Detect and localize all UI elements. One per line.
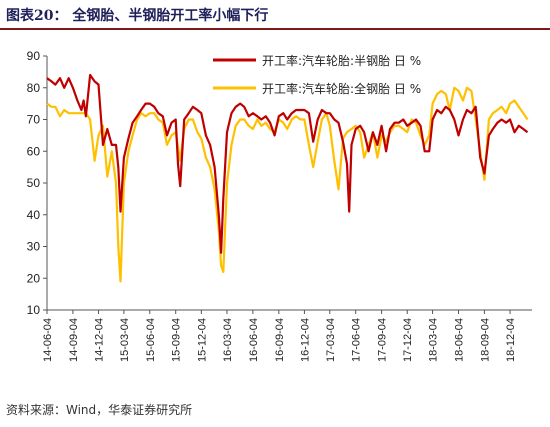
x-tick-label: 17-12-04 (402, 318, 414, 362)
y-tick-label: 20 (27, 271, 41, 285)
y-tick-label: 80 (27, 81, 41, 95)
y-tick-label: 50 (27, 176, 41, 190)
y-tick-label: 10 (27, 303, 41, 317)
y-tick-label: 90 (27, 49, 41, 63)
y-tick-label: 70 (27, 113, 41, 127)
series-line-2 (46, 86, 529, 283)
y-tick-label: 40 (27, 208, 41, 222)
x-tick-label: 16-06-04 (248, 318, 260, 362)
legend-label-2: 开工率:汽车轮胎:全钢胎 日 % (262, 81, 421, 96)
x-tick-label: 15-12-04 (196, 318, 208, 362)
y-tick-label: 30 (27, 240, 41, 254)
x-tick-label: 17-09-04 (377, 318, 389, 362)
x-tick-label: 14-06-04 (42, 318, 54, 362)
x-tick-label: 18-12-04 (505, 318, 517, 362)
line-chart: 10 20 30 40 50 60 70 80 90 14-06-04 14-09-04 14-12-… (27, 49, 532, 362)
x-tick-label: 18-03-04 (428, 318, 440, 362)
x-tick-label: 18-09-04 (479, 318, 491, 362)
x-tick-label: 15-09-04 (171, 318, 183, 362)
figure-source: 资料来源：Wind，华泰证券研究所 (6, 403, 193, 417)
legend-label-1: 开工率:汽车轮胎:半钢胎 日 % (262, 53, 421, 68)
x-tick-label: 16-03-04 (222, 318, 234, 362)
x-tick-label: 16-09-04 (274, 318, 286, 362)
x-tick-label: 15-06-04 (145, 318, 157, 362)
chart-legend: 开工率:汽车轮胎:半钢胎 日 % 开工率:汽车轮胎:全钢胎 日 % (213, 53, 421, 96)
x-tick-label: 16-12-04 (299, 318, 311, 362)
series-layer (46, 73, 529, 283)
x-tick-label: 14-12-04 (94, 318, 106, 362)
chart-axes: 10 20 30 40 50 60 70 80 90 14-06-04 14-09-04 14-12-… (27, 49, 532, 362)
x-tick-label: 18-06-04 (453, 318, 465, 362)
title-divider (0, 28, 550, 30)
x-tick-label: 17-06-04 (351, 318, 363, 362)
x-tick-label: 14-09-04 (68, 318, 80, 362)
figure-header: 图表20： 全钢胎、半钢胎开工率小幅下行 (0, 0, 550, 30)
series-line-1 (46, 73, 529, 254)
y-tick-label: 60 (27, 144, 41, 158)
figure-title: 图表20： 全钢胎、半钢胎开工率小幅下行 (6, 8, 269, 24)
x-tick-label: 15-03-04 (119, 318, 131, 362)
x-tick-label: 17-03-04 (325, 318, 337, 362)
